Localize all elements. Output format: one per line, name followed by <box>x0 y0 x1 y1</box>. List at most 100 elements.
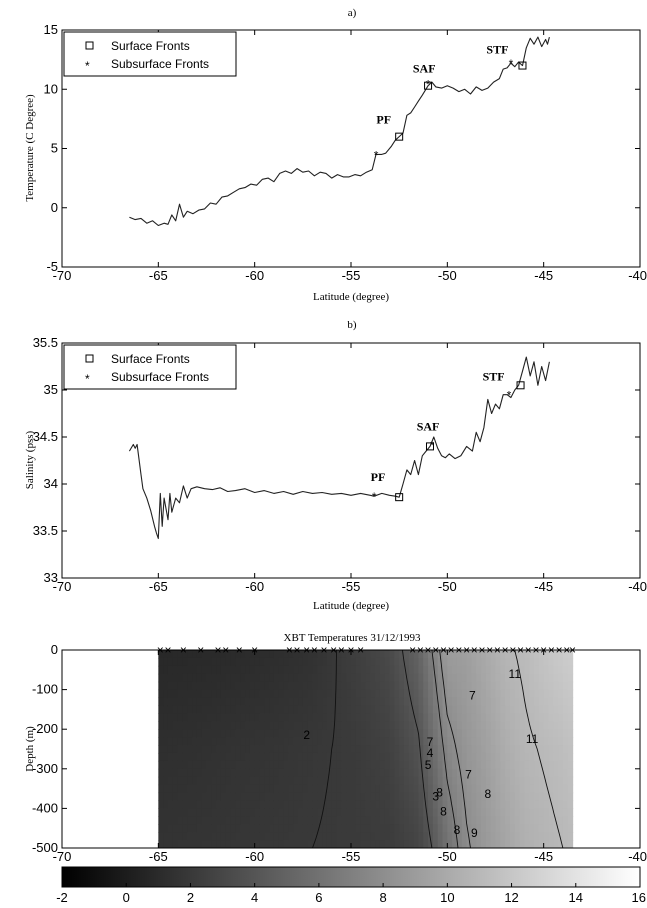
temperature-cell <box>509 681 516 691</box>
temperature-cell <box>269 792 275 802</box>
temperature-cell <box>216 824 222 833</box>
temperature-cell <box>283 800 289 809</box>
temperature-cell <box>360 657 367 667</box>
temperature-cell <box>351 729 357 738</box>
temperature-cell <box>351 792 357 802</box>
temperature-cell <box>399 697 405 707</box>
temperature-cell <box>413 737 420 746</box>
temperature-cell <box>403 776 410 786</box>
temperature-cell <box>500 808 506 817</box>
temperature-cell <box>365 729 371 738</box>
temperature-cell <box>220 768 227 778</box>
temperature-cell <box>355 808 362 817</box>
temperature-cell <box>351 673 357 683</box>
temperature-cell <box>370 745 376 754</box>
temperature-cell <box>519 665 525 675</box>
temperature-cell <box>341 673 347 683</box>
temperature-cell <box>225 752 232 762</box>
temperature-cell <box>230 721 236 730</box>
temperature-cell <box>538 697 545 707</box>
temperature-cell <box>452 816 458 825</box>
temperature-cell <box>408 650 415 659</box>
temperature-cell <box>355 673 362 683</box>
temperature-cell <box>225 729 232 738</box>
temperature-cell <box>399 681 405 691</box>
temperature-cell <box>196 705 203 714</box>
temperature-cell <box>220 737 227 746</box>
temperature-cell <box>476 760 482 770</box>
temperature-cell <box>432 840 439 848</box>
temperature-cell <box>567 657 574 667</box>
temperature-cell <box>442 689 448 699</box>
temperature-cell <box>293 832 299 841</box>
temperature-cell <box>211 776 217 786</box>
temperature-cell <box>529 650 535 659</box>
temperature-cell <box>346 745 352 754</box>
temperature-cell <box>485 657 492 667</box>
temperature-cell <box>529 752 535 762</box>
temperature-cell <box>471 768 477 778</box>
temperature-cell <box>331 760 338 770</box>
temperature-cell <box>375 689 381 699</box>
temperature-cell <box>490 665 497 675</box>
temperature-cell <box>466 689 473 699</box>
temperature-cell <box>394 824 400 833</box>
temperature-cell <box>322 808 328 817</box>
temperature-cell <box>273 681 280 691</box>
temperature-cell <box>558 737 564 746</box>
temperature-cell <box>403 713 410 722</box>
temperature-cell <box>538 673 545 683</box>
temperature-cell <box>538 721 545 730</box>
temperature-cell <box>548 737 554 746</box>
temperature-cell <box>264 816 270 825</box>
temperature-cell <box>163 689 169 699</box>
panel-c-xtick-label: -60 <box>245 849 264 864</box>
temperature-cell <box>437 752 444 762</box>
temperature-cell <box>254 840 261 848</box>
temperature-cell <box>182 832 188 841</box>
temperature-cell <box>249 832 256 841</box>
temperature-cell <box>346 840 352 848</box>
subsurface-front-marker: * <box>374 148 379 162</box>
temperature-cell <box>490 752 497 762</box>
temperature-cell <box>567 768 574 778</box>
temperature-cell <box>177 760 184 770</box>
temperature-cell <box>437 760 444 770</box>
temperature-cell <box>365 650 371 659</box>
temperature-cell <box>370 752 376 762</box>
temperature-cell <box>206 768 212 778</box>
temperature-cell <box>302 689 309 699</box>
temperature-cell <box>379 752 386 762</box>
panel-c-contours <box>312 650 564 848</box>
temperature-cell <box>254 784 261 794</box>
temperature-cell <box>283 768 289 778</box>
temperature-cell <box>567 665 574 675</box>
temperature-cell <box>278 689 285 699</box>
temperature-cell <box>558 650 564 659</box>
temperature-cell <box>336 713 342 722</box>
temperature-cell <box>384 697 391 707</box>
temperature-cell <box>230 824 236 833</box>
temperature-cell <box>230 665 236 675</box>
temperature-cell <box>442 768 448 778</box>
temperature-cell <box>192 657 198 667</box>
temperature-cell <box>355 792 362 802</box>
temperature-cell <box>384 776 391 786</box>
temperature-cell <box>538 737 545 746</box>
temperature-cell <box>375 673 381 683</box>
temperature-cell <box>245 832 251 841</box>
temperature-cell <box>394 721 400 730</box>
temperature-cell <box>519 689 525 699</box>
temperature-cell <box>293 792 299 802</box>
temperature-cell <box>553 681 559 691</box>
temperature-cell <box>456 697 463 707</box>
temperature-cell <box>534 745 540 754</box>
temperature-cell <box>158 737 164 746</box>
colorbar-tick-label: -2 <box>56 890 68 905</box>
temperature-cell <box>514 832 521 841</box>
temperature-cell <box>182 745 188 754</box>
panel-a-ytick-label: -5 <box>46 259 58 274</box>
temperature-cell <box>379 721 386 730</box>
temperature-cell <box>346 705 352 714</box>
temperature-cell <box>375 729 381 738</box>
